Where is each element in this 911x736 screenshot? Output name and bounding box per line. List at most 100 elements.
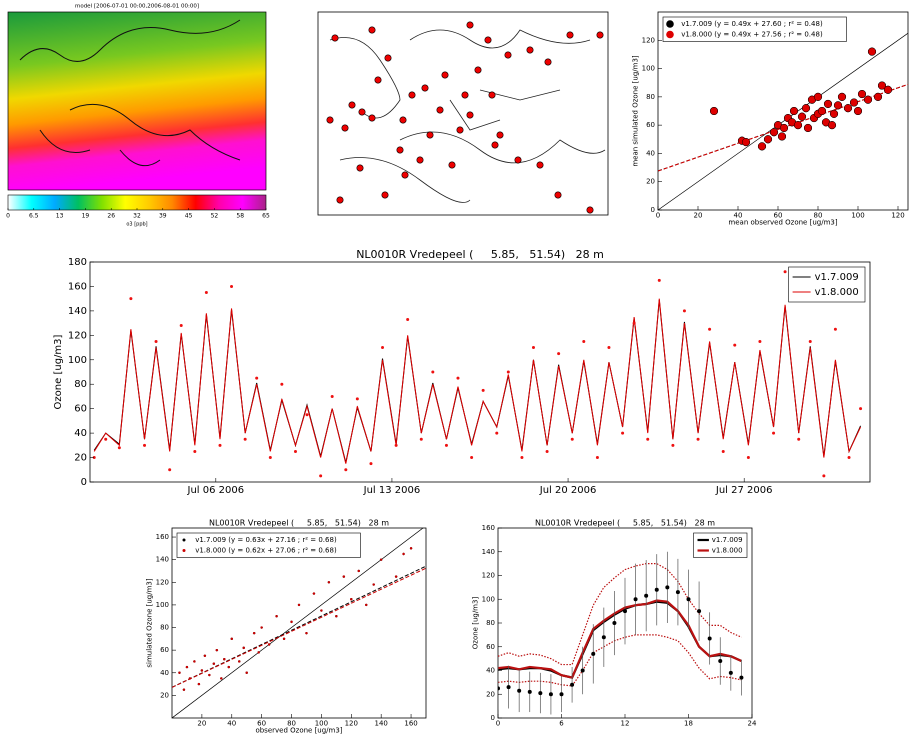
point: [709, 106, 719, 116]
legend-marker: [182, 538, 186, 542]
point: [857, 89, 867, 99]
station: [466, 111, 474, 119]
observation: [104, 437, 108, 441]
y-tick-label: 140: [156, 556, 169, 564]
station: [426, 131, 434, 139]
observation: [697, 609, 702, 614]
point: [290, 620, 293, 624]
point: [789, 106, 799, 116]
observation: [369, 462, 373, 466]
observation: [520, 456, 524, 460]
y-tick-label: 20: [160, 691, 169, 699]
observation: [746, 456, 750, 460]
observation: [355, 397, 359, 401]
point: [803, 123, 813, 133]
point: [402, 552, 405, 556]
y-tick-label: 80: [160, 624, 169, 632]
station: [441, 71, 449, 79]
x-tick-label: 40: [734, 212, 743, 220]
x-tick-label: 80: [814, 212, 823, 220]
station: [341, 124, 349, 132]
colorbar-tick-label: 52: [211, 213, 219, 220]
station: [536, 161, 544, 169]
observation: [517, 688, 522, 693]
point: [365, 603, 368, 607]
y-tick-label: 0: [651, 206, 655, 214]
observation: [601, 635, 606, 640]
colorbar-tick-label: 32: [133, 213, 141, 220]
point: [178, 671, 181, 674]
x-tick-label: 6: [559, 720, 564, 728]
x-tick-label: 20: [694, 212, 703, 220]
point: [813, 92, 823, 101]
y-tick-label: 60: [74, 404, 87, 415]
y-tick-label: 120: [68, 330, 87, 341]
point: [827, 121, 837, 130]
x-tick-label: Jul 06 2006: [187, 485, 245, 496]
colorbar-tick-label: 45: [185, 213, 193, 220]
x-tick-label: 100: [315, 720, 328, 728]
observation: [707, 636, 712, 641]
plot: [658, 32, 908, 210]
observation: [607, 346, 611, 350]
observation: [305, 413, 309, 417]
point: [409, 547, 413, 550]
coastline: [19, 19, 241, 167]
observation: [733, 343, 737, 347]
point: [320, 609, 323, 612]
legend-label: v1.7.009: [712, 536, 743, 544]
observation: [833, 327, 837, 331]
observation: [686, 597, 691, 602]
x-tick-label: 0: [496, 720, 500, 728]
observation: [243, 437, 247, 441]
point: [801, 104, 811, 113]
station: [586, 206, 594, 214]
x-tick-label: 140: [374, 720, 387, 728]
point: [763, 135, 773, 144]
observation: [498, 686, 500, 691]
point: [883, 85, 893, 94]
y-tick-label: 80: [646, 93, 655, 101]
y-tick-label: 120: [642, 36, 655, 44]
station-map: [317, 11, 609, 216]
legend-label: v1.7.009 (y = 0.49x + 27.60 ; r² = 0.48): [681, 20, 823, 28]
station: [504, 51, 512, 59]
y-tick-label: 40: [74, 428, 87, 439]
observation: [406, 317, 410, 321]
plot: [498, 551, 744, 715]
observation: [470, 456, 474, 460]
panel: 20 40 60 80 100 120 140 160 20 40 60 80 100 120 140 160…: [146, 519, 427, 735]
colorbar-tick-label: 6.5: [29, 213, 39, 220]
point: [182, 688, 186, 691]
point: [829, 109, 839, 118]
legend-label: v1.8.000: [815, 287, 859, 298]
observation: [168, 468, 172, 472]
colorbar: [7, 194, 267, 211]
y-tick-label: 80: [74, 379, 87, 390]
point: [843, 104, 853, 113]
point: [797, 112, 807, 121]
chart-title: NL0010R Vredepeel ( 5.85, 51.54) 28 m: [535, 519, 715, 528]
point: [267, 643, 271, 646]
point: [245, 671, 248, 674]
station: [396, 146, 404, 154]
point: [327, 581, 331, 584]
station: [461, 91, 469, 99]
x-tick-label: Jul 13 2006: [363, 485, 421, 496]
y-tick-label: 40: [486, 667, 495, 675]
plot-area: [89, 261, 871, 483]
station: [554, 191, 562, 199]
map-field: [7, 11, 267, 191]
x-tick-label: Jul 27 2006: [715, 485, 773, 496]
station: [448, 161, 456, 169]
observation: [495, 431, 499, 435]
legend-marker: [666, 30, 674, 39]
point: [282, 637, 286, 641]
y-axis-label: Ozone [ug/m3]: [53, 334, 64, 409]
panel: Jul 06 2006 Jul 13 2006 Jul 20 2006 Jul 27 …: [53, 248, 871, 496]
y-axis-label: Ozone [ug/m3]: [472, 597, 480, 650]
point: [227, 665, 230, 669]
borders: [329, 29, 606, 203]
point: [777, 132, 787, 141]
observation: [280, 382, 284, 386]
